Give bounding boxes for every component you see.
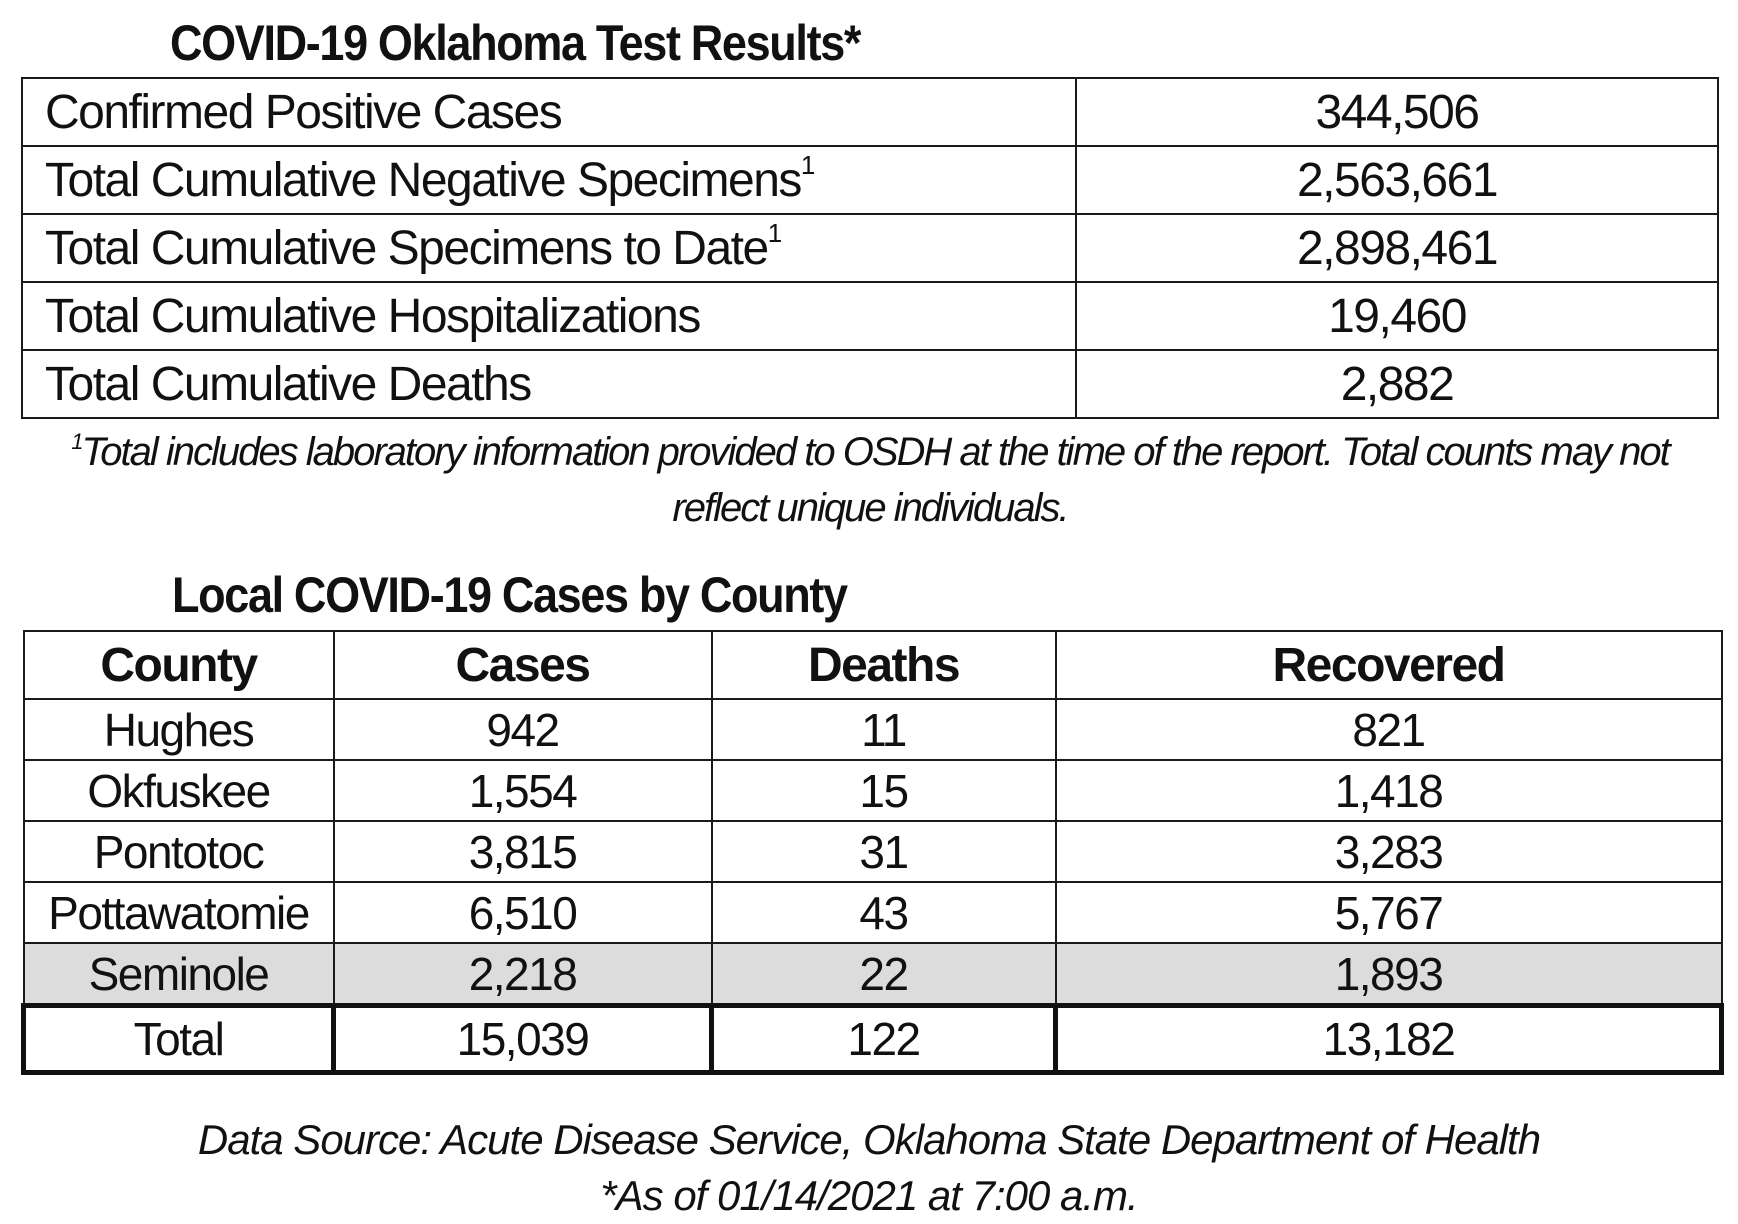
footnote-text: Total includes laboratory information pr… (81, 430, 1670, 530)
deaths-cell: 22 (710, 942, 1057, 1007)
county-cell: Pottawatomie (22, 881, 335, 944)
table-row: Hughes 942 11 821 (22, 698, 1723, 761)
footnote: 1Total includes laboratory information p… (40, 424, 1700, 536)
table-row-highlighted: Seminole 2,218 22 1,893 (22, 942, 1723, 1007)
cases-cell: 6,510 (332, 881, 713, 944)
column-header-county: County (22, 630, 335, 700)
county-cell: Seminole (22, 942, 335, 1007)
recovered-cell: 1,893 (1054, 942, 1723, 1007)
deaths-cell: 43 (710, 881, 1057, 944)
county-cases-title: Local COVID-19 Cases by County (172, 567, 848, 623)
recovered-cell: 1,418 (1054, 759, 1723, 822)
deaths-cell: 15 (710, 759, 1057, 822)
total-row: Total 15,039 122 13,182 (21, 1003, 1724, 1075)
table-row: Pottawatomie 6,510 43 5,767 (22, 881, 1723, 944)
column-header-recovered: Recovered (1054, 630, 1723, 700)
recovered-cell: 3,283 (1054, 820, 1723, 883)
row-label: Total Cumulative Specimens to Date1 (21, 213, 1077, 283)
test-results-table: Confirmed Positive Cases 344,506 Total C… (21, 77, 1719, 419)
county-cell: Hughes (22, 698, 335, 761)
data-source-note: Data Source: Acute Disease Service, Okla… (197, 1116, 1541, 1163)
row-value: 2,882 (1075, 349, 1719, 419)
cases-cell: 2,218 (332, 942, 713, 1007)
table-row: Total Cumulative Deaths 2,882 (21, 349, 1719, 419)
table-row: Total Cumulative Negative Specimens1 2,5… (21, 145, 1719, 215)
row-label: Total Cumulative Negative Specimens1 (21, 145, 1077, 215)
total-cases-cell: 15,039 (331, 1003, 714, 1075)
recovered-cell: 5,767 (1054, 881, 1723, 944)
row-value: 2,563,661 (1075, 145, 1719, 215)
deaths-cell: 31 (710, 820, 1057, 883)
total-deaths-cell: 122 (709, 1003, 1058, 1075)
county-cell: Pontotoc (22, 820, 335, 883)
county-cases-table: County Cases Deaths Recovered Hughes 942… (21, 630, 1724, 1075)
county-cell: Okfuskee (22, 759, 335, 822)
row-label: Total Cumulative Deaths (21, 349, 1077, 419)
table-row: Confirmed Positive Cases 344,506 (21, 77, 1719, 147)
row-value: 344,506 (1075, 77, 1719, 147)
row-label: Total Cumulative Hospitalizations (21, 281, 1077, 351)
cases-cell: 1,554 (332, 759, 713, 822)
cases-cell: 3,815 (332, 820, 713, 883)
row-value: 19,460 (1075, 281, 1719, 351)
footnote-marker: 1 (71, 429, 83, 454)
cases-cell: 942 (332, 698, 713, 761)
deaths-cell: 11 (710, 698, 1057, 761)
row-label: Confirmed Positive Cases (21, 77, 1077, 147)
column-header-cases: Cases (332, 630, 713, 700)
total-recovered-cell: 13,182 (1053, 1003, 1724, 1075)
recovered-cell: 821 (1054, 698, 1723, 761)
column-header-deaths: Deaths (710, 630, 1057, 700)
table-row: Pontotoc 3,815 31 3,283 (22, 820, 1723, 883)
row-value: 2,898,461 (1075, 213, 1719, 283)
total-label-cell: Total (21, 1003, 336, 1075)
test-results-title: COVID-19 Oklahoma Test Results* (170, 15, 861, 71)
table-header-row: County Cases Deaths Recovered (22, 630, 1723, 700)
as-of-date-note: *As of 01/14/2021 at 7:00 a.m. (600, 1172, 1138, 1219)
table-row: Total Cumulative Specimens to Date1 2,89… (21, 213, 1719, 283)
table-row: Okfuskee 1,554 15 1,418 (22, 759, 1723, 822)
table-row: Total Cumulative Hospitalizations 19,460 (21, 281, 1719, 351)
